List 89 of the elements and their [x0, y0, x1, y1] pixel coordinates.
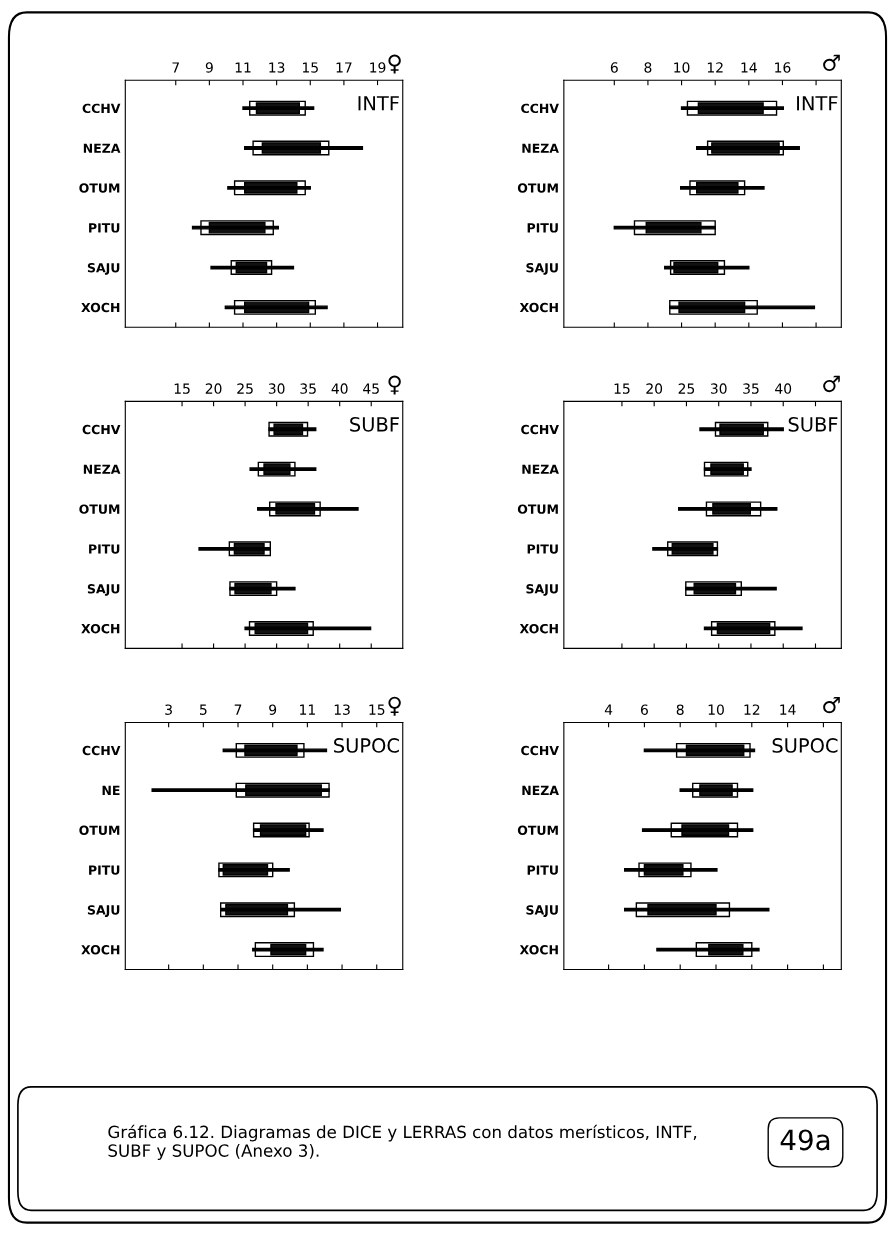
y-tick-label: SAJU — [87, 584, 120, 596]
x-tick-label: 11 — [235, 62, 251, 73]
x-tick-label: 15 — [369, 704, 385, 715]
x-tick-label: 6 — [610, 62, 618, 73]
x-tick-label: 12 — [707, 62, 723, 73]
y-tick-label: SAJU — [526, 905, 558, 917]
y-tick-label: SAJU — [87, 905, 120, 917]
x-tick-label: 5 — [199, 704, 207, 715]
y-tick-label: XOCH — [81, 302, 120, 313]
x-tick-label: 8 — [644, 62, 652, 73]
x-tick-label: 12 — [744, 704, 760, 715]
y-tick-label: SAJU — [526, 584, 558, 596]
x-tick-label: 15 — [174, 383, 190, 394]
x-tick-label: 4 — [604, 704, 613, 715]
y-tick-label: XOCH — [519, 945, 558, 955]
y-tick-label: PITU — [527, 223, 558, 233]
x-tick-label: 17 — [336, 62, 352, 73]
y-tick-label: CCHV — [521, 745, 559, 756]
x-tick-label: 14 — [741, 62, 757, 73]
x-tick-label: 7 — [172, 62, 179, 73]
x-tick-label: 25 — [678, 383, 695, 394]
text: SUBF — [350, 417, 399, 432]
y-tick-label: XOCH — [519, 623, 558, 634]
x-tick-label: 9 — [269, 704, 277, 715]
x-tick-label: 10 — [674, 62, 690, 73]
y-tick-label: CCHV — [82, 745, 121, 756]
x-tick-label: 20 — [205, 383, 222, 394]
text: Gráfica 6.12. Diagramas de DICE y LERRAS con datos merísticos, INTF, SUBF y SUPOC (Anexo 3). — [108, 1124, 697, 1161]
text: ♀ — [388, 54, 401, 74]
y-tick-label: SAJU — [526, 262, 558, 275]
text: ♀ — [388, 375, 401, 395]
x-tick-label: 40 — [775, 383, 792, 394]
y-tick-label: PITU — [89, 223, 120, 233]
x-tick-label: 7 — [234, 704, 242, 715]
text: ♀ — [388, 696, 401, 716]
x-tick-label: 30 — [710, 383, 727, 394]
x-tick-label: 25 — [237, 383, 253, 394]
y-tick-label: NEZA — [83, 464, 121, 474]
text: SUBF — [788, 417, 838, 432]
y-tick-label: PITU — [527, 544, 558, 554]
y-tick-label: NEZA — [83, 143, 121, 153]
x-tick-label: 13 — [334, 704, 350, 715]
y-tick-label: OTUM — [517, 183, 558, 193]
x-tick-label: 15 — [302, 62, 318, 73]
y-tick-label: OTUM — [517, 504, 558, 514]
text: ♂ — [823, 54, 840, 72]
x-tick-label: 16 — [775, 62, 791, 73]
y-tick-label: CCHV — [82, 424, 121, 435]
y-tick-label: PITU — [89, 544, 120, 554]
x-tick-label: 15 — [614, 383, 630, 394]
y-tick-label: NEZA — [522, 143, 559, 153]
y-tick-label: XOCH — [81, 623, 120, 634]
text: 49a — [780, 1129, 830, 1151]
y-tick-label: OTUM — [79, 504, 120, 514]
y-tick-label: PITU — [527, 865, 558, 875]
x-tick-label: 11 — [300, 704, 315, 715]
text: SUPOC — [772, 738, 838, 753]
y-tick-label: NEZA — [522, 785, 559, 795]
text: SUPOC — [334, 738, 399, 753]
y-tick-label: NEZA — [522, 464, 559, 474]
x-tick-label: 45 — [363, 383, 379, 394]
y-tick-label: CCHV — [521, 424, 559, 435]
x-tick-label: 40 — [331, 383, 348, 394]
y-tick-label: CCHV — [82, 103, 121, 114]
x-tick-label: 35 — [300, 383, 316, 394]
y-tick-label: OTUM — [79, 825, 120, 835]
text: ♂ — [823, 696, 840, 714]
text: ♂ — [823, 375, 840, 393]
x-tick-label: 20 — [646, 383, 663, 394]
x-tick-label: 6 — [640, 704, 648, 715]
y-tick-label: SAJU — [87, 262, 120, 275]
x-tick-label: 14 — [780, 704, 796, 715]
x-tick-label: 9 — [205, 62, 213, 73]
text: INTF — [797, 96, 838, 111]
y-tick-label: XOCH — [81, 945, 120, 955]
x-tick-label: 30 — [268, 383, 285, 394]
y-tick-label: OTUM — [517, 825, 558, 835]
y-tick-label: PITU — [89, 865, 120, 875]
y-tick-label: XOCH — [519, 302, 558, 313]
x-tick-label: 13 — [269, 62, 285, 73]
x-tick-label: 8 — [676, 704, 684, 715]
y-tick-label: OTUM — [79, 183, 120, 193]
text: INTF — [358, 96, 399, 111]
x-tick-label: 10 — [708, 704, 724, 715]
x-tick-label: 35 — [743, 383, 759, 394]
x-tick-label: 19 — [370, 62, 386, 73]
x-tick-label: 3 — [165, 704, 172, 715]
y-tick-label: NE — [102, 785, 120, 795]
y-tick-label: CCHV — [521, 103, 559, 114]
